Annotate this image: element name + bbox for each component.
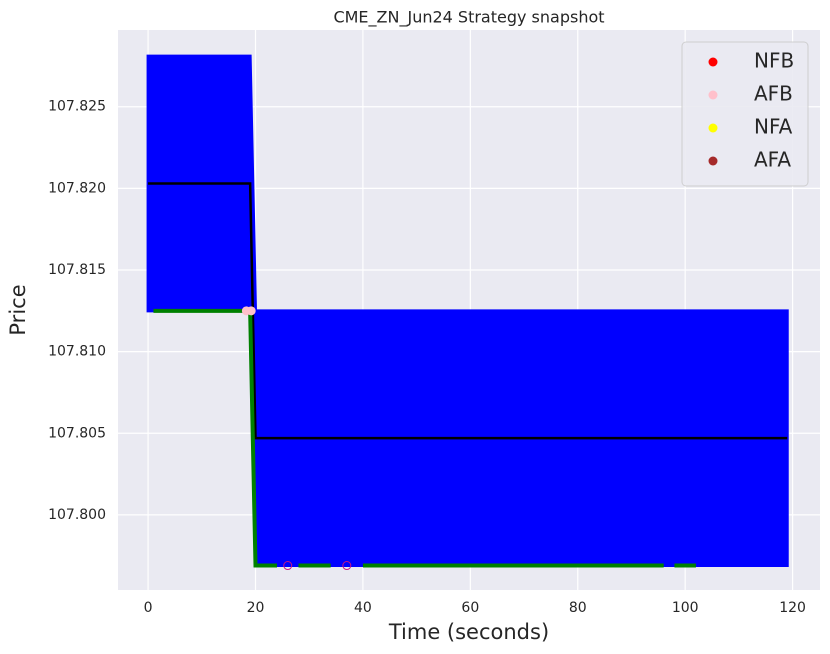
legend-marker [708,156,718,166]
legend-label: NFB [754,49,794,73]
x-tick-label: 40 [354,600,372,616]
price-line [153,308,696,568]
trade-marker [246,306,256,316]
y-tick-label: 107.820 [48,180,106,196]
x-tick-label: 20 [247,600,265,616]
y-axis-label: Price [6,284,30,335]
legend-label: AFA [754,148,791,172]
x-tick-label: 100 [672,600,699,616]
y-tick-label: 107.810 [48,344,106,360]
x-tick-label: 60 [461,600,479,616]
y-tick-label: 107.825 [48,99,106,115]
legend-marker [708,57,718,67]
y-tick-label: 107.815 [48,262,106,278]
legend-marker [708,90,718,100]
x-axis-label: Time (seconds) [388,620,549,644]
trade-marker [342,561,352,571]
legend-box [681,41,809,187]
legend-label: NFA [754,115,793,139]
chart-title: CME_ZN_Jun24 Strategy snapshot [333,8,604,28]
y-tick-label: 107.805 [48,425,106,441]
trade-marker [283,561,293,571]
y-tick-label: 107.800 [48,507,106,523]
x-tick-label: 120 [779,600,806,616]
legend-label: AFB [754,82,793,106]
x-tick-label: 80 [569,600,587,616]
x-tick-label: 0 [144,600,153,616]
legend-marker [708,123,718,133]
